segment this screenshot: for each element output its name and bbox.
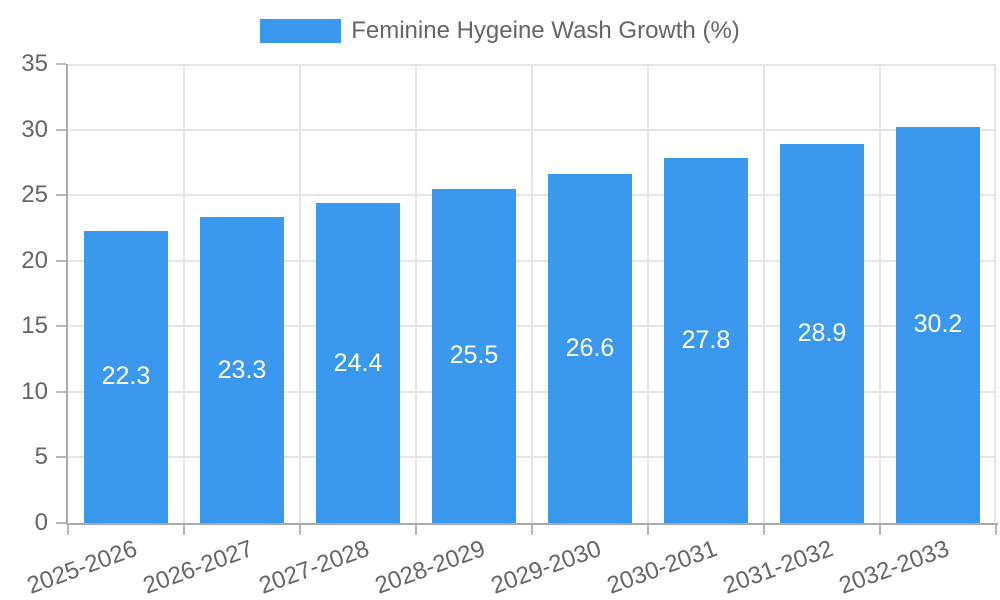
x-tick-mark <box>531 525 533 535</box>
x-tick-label: 2028-2029 <box>371 535 489 600</box>
v-gridline <box>415 64 417 523</box>
y-tick-label: 0 <box>34 509 48 536</box>
y-tick-label: 10 <box>21 377 48 405</box>
bar-value-label: 30.2 <box>913 310 963 339</box>
bar[interactable]: 22.3 <box>84 230 168 523</box>
x-tick-label: 2026-2027 <box>139 535 257 600</box>
x-tick-label: 2027-2028 <box>255 535 373 600</box>
x-tick-mark <box>763 525 765 535</box>
y-tick-mark <box>56 456 66 459</box>
y-tick-mark <box>56 194 66 197</box>
bar-value-label: 23.3 <box>217 355 267 384</box>
bar[interactable]: 25.5 <box>432 188 516 523</box>
y-tick-label: 5 <box>34 443 48 471</box>
bar[interactable]: 26.6 <box>548 174 632 523</box>
y-tick-label: 20 <box>21 246 48 274</box>
y-tick-mark <box>56 325 66 328</box>
bar[interactable]: 24.4 <box>316 203 400 523</box>
y-tick-label: 25 <box>21 181 48 209</box>
x-tick-label: 2025-2026 <box>23 535 141 600</box>
y-tick-mark <box>56 390 66 393</box>
y-axis-line <box>66 64 68 525</box>
y-tick-label: 15 <box>21 312 48 340</box>
x-tick-label: 2030-2031 <box>603 535 721 600</box>
y-tick-label: 30 <box>21 115 48 143</box>
legend-swatch[interactable] <box>260 19 342 43</box>
x-axis-line <box>66 523 998 525</box>
v-gridline <box>531 64 533 523</box>
legend-label: Feminine Hygeine Wash Growth (%) <box>351 17 740 44</box>
x-tick-label: 2031-2032 <box>719 535 837 600</box>
bar-value-label: 28.9 <box>797 319 847 347</box>
v-gridline <box>994 64 996 523</box>
v-gridline <box>299 64 301 523</box>
v-gridline <box>879 64 881 523</box>
bar-value-label: 26.6 <box>565 334 615 363</box>
x-tick-mark <box>415 525 417 535</box>
bar-value-label: 27.8 <box>681 326 731 355</box>
bar[interactable]: 30.2 <box>896 126 980 523</box>
y-tick-mark <box>56 128 66 131</box>
y-tick-mark <box>56 522 66 524</box>
x-tick-mark <box>647 525 649 535</box>
bar-value-label: 22.3 <box>101 362 151 391</box>
v-gridline <box>763 64 765 523</box>
bar-value-label: 24.4 <box>333 348 383 377</box>
bar[interactable]: 28.9 <box>780 144 864 523</box>
y-tick-mark <box>56 259 66 262</box>
plot-area: 22.3 23.3 24.4 25.5 26.6 27.8 28.9 30.2 <box>68 64 996 523</box>
v-gridline <box>183 64 185 523</box>
y-tick-mark <box>56 63 66 65</box>
x-tick-label: 2032-2033 <box>835 535 953 600</box>
x-tick-mark <box>879 525 881 535</box>
x-tick-mark <box>67 525 69 535</box>
x-tick-mark <box>299 525 301 535</box>
chart-legend: Feminine Hygeine Wash Growth (%) <box>0 17 1000 45</box>
x-tick-mark <box>183 525 185 535</box>
y-tick-label: 35 <box>21 50 48 77</box>
v-gridline <box>647 64 649 523</box>
x-tick-label: 2029-2030 <box>487 535 605 600</box>
bar[interactable]: 27.8 <box>664 158 748 523</box>
x-tick-mark <box>995 525 997 535</box>
bar[interactable]: 23.3 <box>200 217 284 523</box>
bar-value-label: 25.5 <box>449 341 499 370</box>
